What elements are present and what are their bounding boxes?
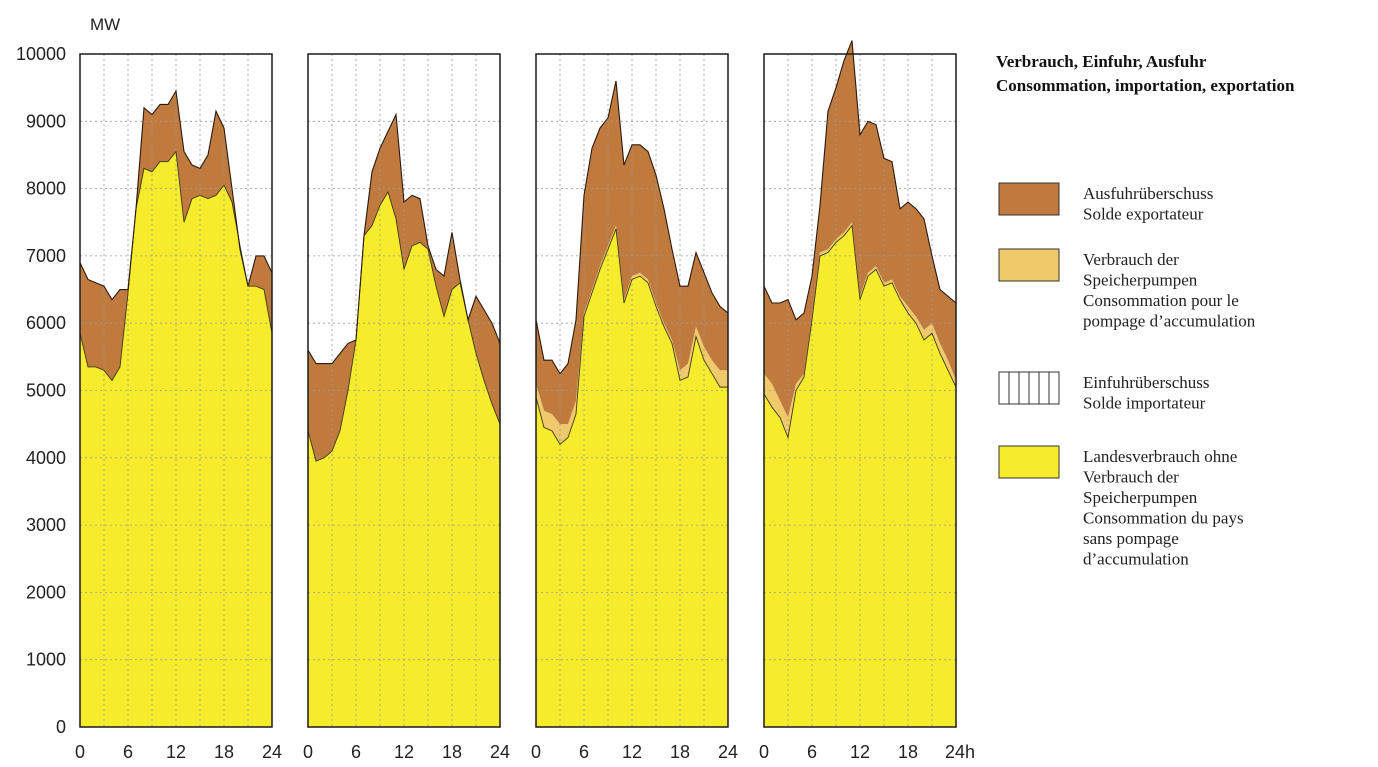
x-tick-label: 0 (759, 742, 769, 762)
legend-swatch (998, 445, 1060, 479)
x-tick-label: 0 (75, 742, 85, 762)
legend-item: Landesverbrauch ohne Verbrauch derSpeiche… (998, 445, 1244, 569)
y-tick-label: 1000 (26, 650, 66, 670)
legend-item-text: sans pompage (1083, 529, 1179, 548)
domestic-area (536, 229, 728, 727)
total-line (307, 112, 501, 365)
total-line (79, 89, 273, 301)
legend-item: Verbrauch der SpeicherpumpenConsommation … (998, 248, 1256, 331)
x-tick-label: 12 (622, 742, 642, 762)
legend-item-text: Consommation du pays (1083, 509, 1244, 528)
export-area (536, 80, 728, 425)
y-tick-label: 2000 (26, 582, 66, 602)
legend-item-text: Consommation pour le (1083, 291, 1239, 310)
y-tick-label: 10000 (16, 44, 66, 64)
x-tick-label: 12 (166, 742, 186, 762)
legend-item-text: Ausfuhrüberschuss (1083, 184, 1213, 203)
legend-item-text: Speicherpumpen (1083, 271, 1198, 290)
x-tick-label: 18 (898, 742, 918, 762)
y-tick-label: 8000 (26, 179, 66, 199)
domestic-line (763, 224, 957, 440)
pumping-area (764, 222, 956, 438)
legend-item-text: d’accumulation (1083, 550, 1189, 569)
legend-item-text: Solde importateur (1083, 394, 1206, 413)
x-tick-label: 24 (718, 742, 738, 762)
export-area (80, 91, 272, 381)
legend-item-text: Verbrauch der (1083, 250, 1179, 269)
x-tick-label: 0 (531, 742, 541, 762)
y-tick-label: 9000 (26, 111, 66, 131)
legend-item: Einfuhrüberschuss Solde importateur (998, 371, 1210, 413)
x-tick-label: 6 (123, 742, 133, 762)
y-tick-label: 7000 (26, 246, 66, 266)
x-tick-label: 12 (850, 742, 870, 762)
legend-item: Ausfuhrüberschuss Solde exportateur (998, 182, 1213, 224)
domestic-line (535, 228, 728, 446)
chart-panels (79, 40, 957, 728)
chart-panel (79, 53, 273, 728)
x-tick-label: 24h (945, 742, 975, 762)
y-tick-label: 4000 (26, 448, 66, 468)
panel-frame (79, 53, 273, 728)
total-line (763, 40, 957, 321)
export-area (764, 40, 956, 418)
chart-panel (307, 53, 501, 728)
x-tick-label: 24 (262, 742, 282, 762)
x-tick-label: 0 (303, 742, 313, 762)
legend-item-text: Solde exportateur (1083, 205, 1204, 224)
panel-frame (307, 53, 501, 728)
y-tick-label: 3000 (26, 515, 66, 535)
legend-item-text: Verbrauch der (1083, 468, 1179, 487)
legend-swatch (998, 182, 1060, 216)
panel-frame (763, 53, 957, 728)
x-tick-label: 18 (214, 742, 234, 762)
x-axis-ticks: 0 6 12 18 24 0 6 12 18 24 0 6 12 18 24 0 6 12 18 24h (75, 742, 975, 762)
y-tick-label: 0 (56, 717, 66, 737)
chart-panel (535, 53, 729, 728)
legend-items: Ausfuhrüberschuss Solde exportateur Verbra… (998, 182, 1256, 569)
x-tick-label: 6 (807, 742, 817, 762)
x-tick-label: 24 (490, 742, 510, 762)
x-tick-label: 12 (394, 742, 414, 762)
legend-item-text: Einfuhrüberschuss (1083, 373, 1210, 392)
legend-title-line1: Verbrauch, Einfuhr, Ausfuhr (996, 52, 1207, 71)
legend: Verbrauch, Einfuhr, Ausfuhr Consommation… (996, 52, 1295, 569)
x-tick-label: 6 (579, 742, 589, 762)
y-tick-label: 5000 (26, 381, 66, 401)
total-line (535, 80, 729, 375)
x-tick-label: 18 (442, 742, 462, 762)
legend-item-text: Speicherpumpen (1083, 488, 1198, 507)
legend-swatch (998, 248, 1060, 282)
chart-panel (763, 40, 957, 728)
y-tick-label: 6000 (26, 313, 66, 333)
legend-item-text: Landesverbrauch ohne (1083, 447, 1237, 466)
x-tick-label: 18 (670, 742, 690, 762)
legend-item-text: pompage d’accumulation (1083, 312, 1256, 331)
y-axis-unit: MW (90, 15, 120, 34)
pumping-area (536, 225, 728, 445)
panel-frame (535, 53, 729, 728)
x-tick-label: 6 (351, 742, 361, 762)
y-axis-ticks: 0 1000 2000 3000 4000 5000 6000 7000 8000 9000 100… (16, 44, 66, 737)
legend-title-line2: Consommation, importation, exportation (996, 76, 1295, 95)
